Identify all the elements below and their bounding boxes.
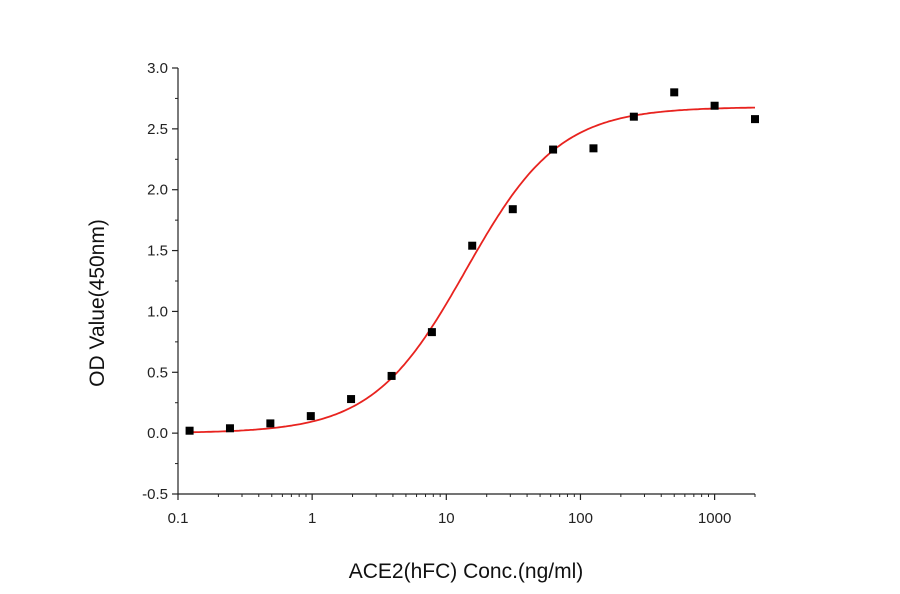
y-tick-label: 3.0 [147, 60, 168, 77]
data-point [549, 145, 558, 154]
data-point [589, 144, 598, 153]
y-tick-label: 2.5 [147, 121, 168, 138]
data-point [751, 115, 759, 124]
data-point [387, 371, 396, 380]
data-point [670, 88, 679, 97]
y-tick-label: 0.0 [147, 425, 168, 442]
x-tick-label: 1 [308, 510, 316, 527]
x-tick-label: 0.1 [168, 510, 189, 527]
y-tick-label: 0.5 [147, 364, 168, 381]
x-axis-ticks: 0.1 1 10 100 1000 [168, 494, 756, 527]
data-point [306, 412, 315, 421]
data-points [185, 88, 759, 435]
data-point [508, 205, 517, 214]
x-tick-label: 10 [438, 510, 455, 527]
data-point [225, 424, 234, 433]
data-point [266, 419, 275, 428]
y-axis-title: OD Value(450nm) [86, 219, 109, 387]
x-tick-label: 1000 [698, 510, 731, 527]
data-point [427, 328, 436, 337]
y-axis-ticks: -0.5 0.0 0.5 1.0 1.5 2.0 2.5 3.0 [142, 60, 178, 503]
axes: -0.5 0.0 0.5 1.0 1.5 2.0 2.5 3.0 0.1 1 10 100 1000 [142, 60, 756, 527]
x-axis-title: ACE2(hFC) Conc.(ng/ml) [349, 560, 584, 583]
data-point [347, 395, 356, 404]
y-tick-label: -0.5 [142, 486, 168, 503]
x-tick-label: 100 [568, 510, 593, 527]
data-point [185, 426, 194, 435]
y-tick-label: 1.0 [147, 303, 168, 320]
data-point [710, 101, 719, 110]
data-point [629, 112, 638, 121]
data-point [468, 241, 477, 250]
y-tick-label: 2.0 [147, 182, 168, 199]
y-tick-label: 1.5 [147, 243, 168, 260]
fit-curve [189, 106, 755, 434]
